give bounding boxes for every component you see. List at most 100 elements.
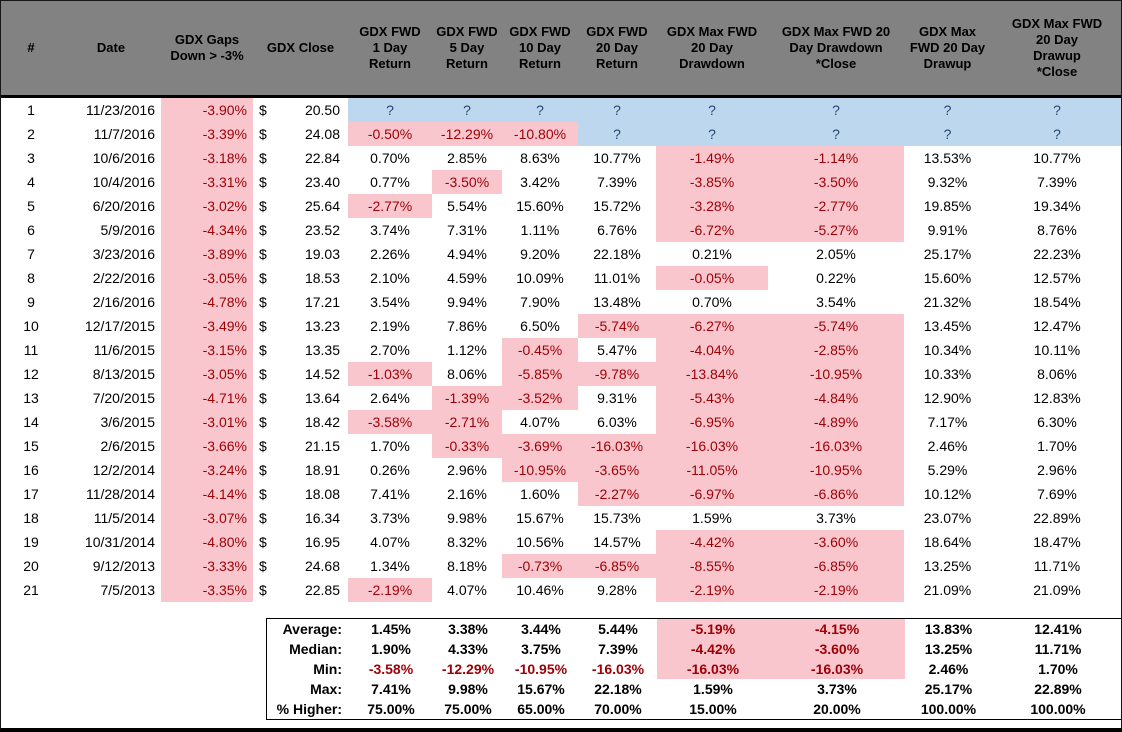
cell-gap: -3.49% [161, 314, 253, 338]
cell-ddc: -10.95% [768, 458, 904, 482]
cell-fwd10: 10.56% [516, 534, 564, 550]
cell-dd: ? [656, 98, 768, 122]
cell-duc: 8.06% [1037, 366, 1077, 382]
cell-dd: -6.97% [656, 482, 768, 506]
close-value: 18.08 [304, 486, 340, 502]
cell-date: 3/6/2015 [100, 414, 156, 430]
cell-ddc: -2.19% [768, 578, 904, 602]
cell-duc: 12.57% [1033, 270, 1081, 286]
cell-fwd5: 9.94% [447, 294, 487, 310]
close-value: 20.50 [304, 102, 340, 118]
cell-fwd1: -1.03% [348, 362, 432, 386]
cell-fwd5: -2.71% [432, 410, 502, 434]
cell-duc: 18.47% [1033, 534, 1081, 550]
table-row-17: 17 11/28/2014 -4.14% $18.08 7.41% 2.16% 1.60% -… [1, 482, 1121, 506]
cell-fwd20: -3.65% [578, 458, 656, 482]
cell-duc: 12.47% [1033, 318, 1081, 334]
cell-close: $18.08 [253, 482, 348, 506]
cell-date: 11/23/2016 [85, 102, 155, 118]
cell-ddc: 0.22% [816, 270, 856, 286]
table-row-2: 2 11/7/2016 -3.39% $24.08 -0.50% -12.29% -10.8… [1, 122, 1121, 146]
table-row-10: 10 12/17/2015 -3.49% $13.23 2.19% 7.86% 6.50% -… [1, 314, 1121, 338]
cell-num: 18 [23, 510, 39, 526]
cell-gap: -3.33% [161, 554, 253, 578]
cell-fwd20: 15.73% [593, 510, 641, 526]
cell-date: 11/6/2015 [93, 342, 155, 358]
summary-cell-fwd1: 1.45% [371, 621, 411, 637]
cell-dd: -3.85% [656, 170, 768, 194]
currency-symbol: $ [259, 390, 267, 406]
summary-cell-fwd1: 1.90% [371, 641, 411, 657]
cell-num: 15 [23, 438, 39, 454]
summary-label: Max: [310, 681, 342, 697]
cell-duc: 1.70% [1037, 438, 1077, 454]
cell-duc: 10.11% [1033, 342, 1081, 358]
currency-symbol: $ [259, 318, 267, 334]
table-body: 1 11/23/2016 -3.90% $20.50???????? 2 11/7/201… [1, 98, 1121, 602]
column-header-fwd20: GDX FWD 20 Day Return [586, 24, 648, 71]
cell-ddc: -16.03% [768, 434, 904, 458]
currency-symbol: $ [259, 174, 267, 190]
cell-duc: 18.54% [1033, 294, 1081, 310]
summary-cell-du: 100.00% [920, 701, 977, 717]
cell-fwd10: 7.90% [520, 294, 560, 310]
cell-fwd20: 7.39% [597, 174, 637, 190]
cell-fwd20: 15.72% [593, 198, 641, 214]
currency-symbol: $ [259, 342, 267, 358]
summary-cell-dd: -16.03% [657, 659, 769, 679]
cell-num: 16 [23, 462, 39, 478]
cell-close: $24.68 [253, 554, 348, 578]
table-row-9: 9 2/16/2016 -4.78% $17.21 3.54% 9.94% 7.90% 13.… [1, 290, 1121, 314]
summary-cell-duc: 12.41% [1034, 621, 1082, 637]
table-row-21: 21 7/5/2013 -3.35% $22.85 -2.19% 4.07% 10.46% 9… [1, 578, 1121, 602]
cell-ddc: -5.74% [768, 314, 904, 338]
cell-duc: 6.30% [1037, 414, 1077, 430]
table-row-5: 5 6/20/2016 -3.02% $25.64 -2.77% 5.54% 15.60% 1… [1, 194, 1121, 218]
cell-gap: -4.34% [161, 218, 253, 242]
cell-date: 12/2/2014 [92, 462, 155, 478]
cell-ddc: -10.95% [768, 362, 904, 386]
cell-gap: -3.66% [161, 434, 253, 458]
summary-cell-fwd5: -12.29% [441, 661, 495, 677]
cell-du: 21.09% [923, 582, 972, 598]
cell-ddc: 3.54% [816, 294, 856, 310]
cell-duc: ? [991, 122, 1121, 146]
cell-du: 23.07% [923, 510, 972, 526]
currency-symbol: $ [259, 150, 267, 166]
summary-cell-fwd1: 7.41% [371, 681, 411, 697]
summary-cell-duc: 22.89% [1034, 681, 1082, 697]
cell-fwd5: 4.59% [447, 270, 487, 286]
cell-fwd20: -5.74% [578, 314, 656, 338]
summary-cell-fwd5: 75.00% [444, 701, 492, 717]
cell-date: 5/9/2016 [100, 222, 156, 238]
cell-dd: -5.43% [656, 386, 768, 410]
cell-gap: -4.71% [161, 386, 253, 410]
cell-du: 13.45% [923, 318, 972, 334]
cell-date: 10/4/2016 [92, 174, 155, 190]
cell-fwd5: 7.86% [447, 318, 487, 334]
summary-block: Average: 1.45% 3.38% 3.44% 5.44% -5.19% -4.15%… [266, 618, 1121, 720]
cell-gap: -3.05% [161, 266, 253, 290]
cell-close: $19.03 [253, 242, 348, 266]
cell-fwd1: 3.73% [370, 510, 410, 526]
cell-duc: 11.71% [1033, 558, 1081, 574]
close-value: 18.53 [304, 270, 340, 286]
cell-fwd10: 4.07% [520, 414, 560, 430]
summary-row-median: Median: 1.90% 4.33% 3.75% 7.39% -4.42% -3.60% 1… [267, 639, 1121, 659]
summary-cell-fwd20: 5.44% [598, 621, 638, 637]
column-header-drawdown-close: GDX Max FWD 20 Day Drawdown *Close [781, 24, 891, 71]
summary-cell-fwd10: 3.75% [521, 641, 561, 657]
currency-symbol: $ [259, 414, 267, 430]
column-header-close: GDX Close [266, 40, 335, 55]
cell-ddc: -6.86% [768, 482, 904, 506]
summary-label: Average: [282, 621, 342, 637]
cell-du: 9.32% [927, 174, 968, 190]
cell-fwd10: 3.42% [520, 174, 560, 190]
close-value: 21.15 [304, 438, 340, 454]
currency-symbol: $ [259, 198, 267, 214]
column-header-drawup-close: GDX Max FWD 20 Day Drawup *Close [1011, 16, 1103, 79]
summary-cell-dd: 1.59% [693, 681, 733, 697]
table-row-11: 11 11/6/2015 -3.15% $13.35 2.70% 1.12% -0.45% 5… [1, 338, 1121, 362]
cell-du: 13.53% [923, 150, 972, 166]
summary-cell-fwd20: 70.00% [594, 701, 642, 717]
